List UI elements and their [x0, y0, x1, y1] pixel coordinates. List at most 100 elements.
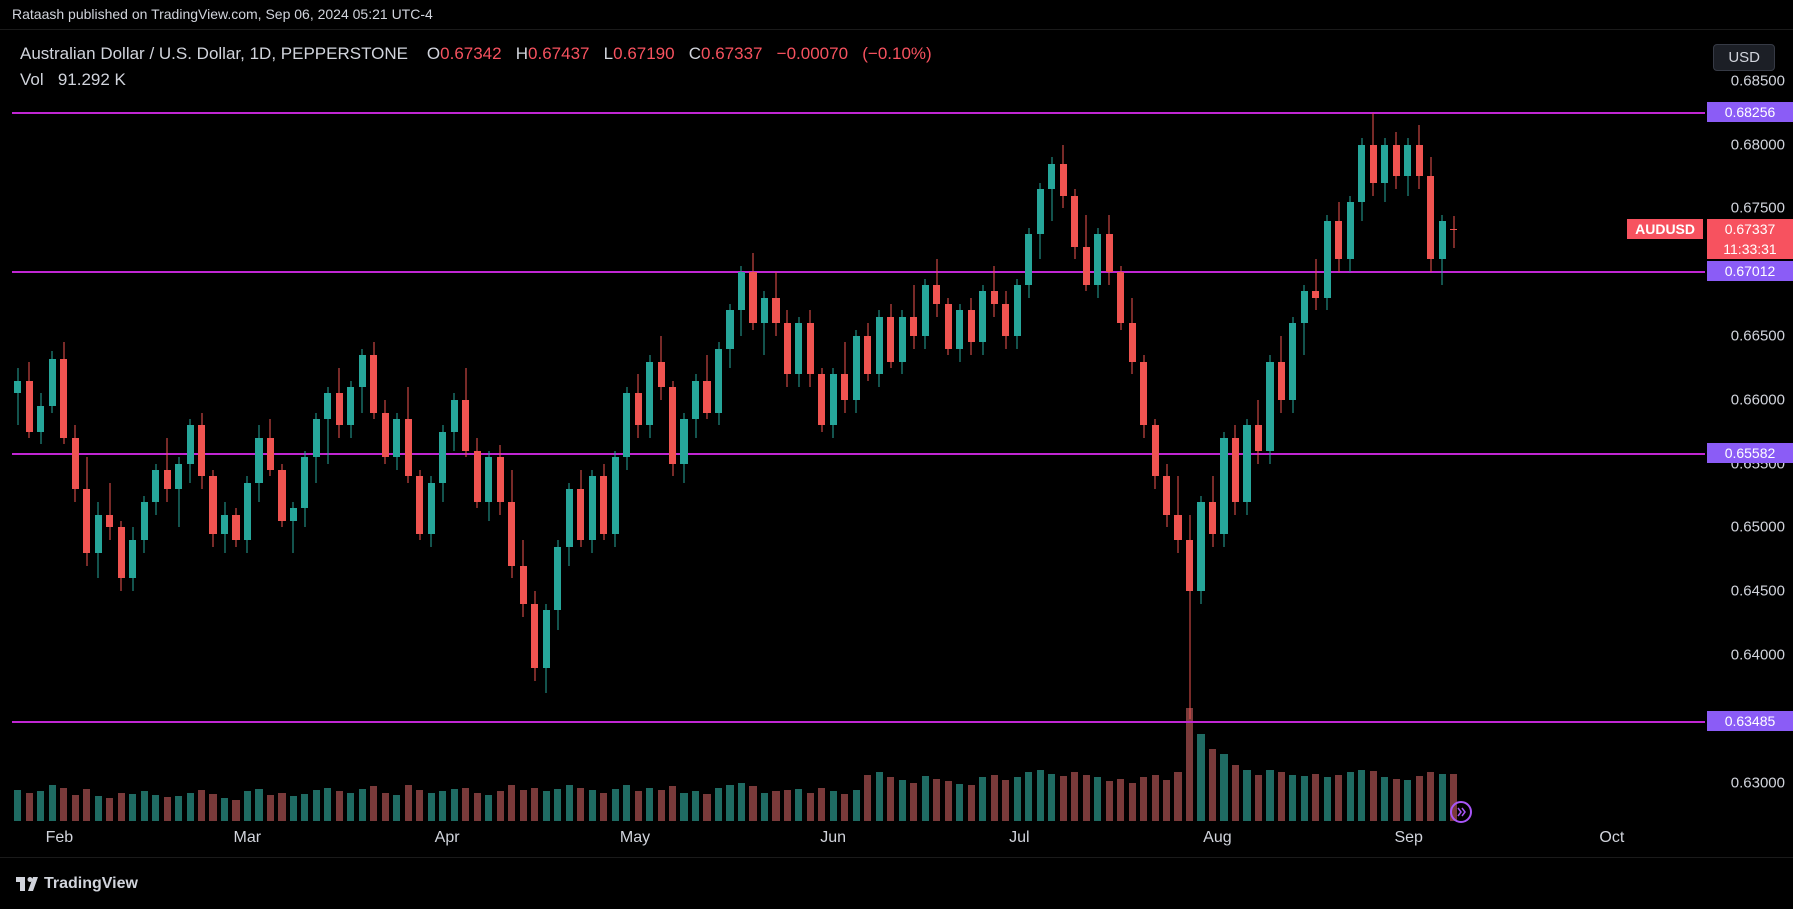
volume-bar: [267, 795, 274, 821]
candle: [956, 304, 963, 361]
volume-bar: [232, 800, 239, 821]
x-axis-tick: Mar: [234, 829, 262, 847]
candle: [26, 362, 33, 439]
publish-header: Rataash published on TradingView.com, Se…: [0, 0, 1793, 30]
y-axis-tick: 0.68500: [1731, 72, 1785, 89]
volume-bar: [1209, 749, 1216, 821]
volume-bar: [72, 795, 79, 821]
x-axis-tick: Apr: [435, 829, 460, 847]
candle: [1312, 259, 1319, 310]
candle: [830, 368, 837, 438]
volume-bar: [1048, 774, 1055, 821]
volume-bar: [451, 789, 458, 821]
volume-bar: [1220, 754, 1227, 821]
goto-date-icon[interactable]: [1450, 801, 1472, 823]
x-axis[interactable]: FebMarAprMayJunJulAugSepOct: [12, 821, 1705, 857]
candle: [72, 425, 79, 502]
horizontal-line[interactable]: [12, 271, 1705, 273]
candle: [1060, 145, 1067, 209]
hline-price-flag: 0.65582: [1707, 443, 1793, 463]
candle: [118, 521, 125, 591]
volume-bar: [979, 777, 986, 821]
volume-bar: [1152, 775, 1159, 821]
candle: [1427, 157, 1434, 272]
volume-bar: [715, 788, 722, 821]
candle: [876, 310, 883, 387]
candle: [1025, 228, 1032, 298]
candle: [979, 285, 986, 355]
candle: [726, 304, 733, 368]
volume-bar: [531, 788, 538, 821]
volume-bar: [749, 786, 756, 821]
y-axis[interactable]: 0.685000.680000.675000.670000.665000.660…: [1705, 68, 1793, 821]
candle: [945, 298, 952, 355]
candle: [1393, 132, 1400, 189]
volume-bar: [290, 796, 297, 821]
candle: [853, 330, 860, 413]
volume-bar: [841, 794, 848, 821]
volume-bar: [508, 785, 515, 821]
volume-bar: [635, 791, 642, 821]
candle: [359, 349, 366, 413]
candle: [1094, 228, 1101, 298]
candle: [899, 310, 906, 374]
candle: [255, 425, 262, 502]
volume-bar: [474, 793, 481, 821]
publish-text: Rataash published on TradingView.com, Se…: [12, 6, 433, 22]
volume-bar: [910, 783, 917, 822]
candle: [807, 310, 814, 387]
candle: [428, 476, 435, 546]
candle: [1220, 432, 1227, 547]
candle: [175, 457, 182, 527]
volume-bar: [1439, 774, 1446, 821]
ohlc-l-value: 0.67190: [613, 44, 674, 63]
candle: [991, 266, 998, 317]
candle: [818, 368, 825, 432]
volume-bar: [669, 786, 676, 821]
volume-bar: [738, 783, 745, 822]
horizontal-line[interactable]: [12, 721, 1705, 723]
footer-brand: TradingView: [44, 875, 138, 893]
candle: [1255, 400, 1262, 464]
volume-bar: [1278, 772, 1285, 821]
candle: [1266, 355, 1273, 463]
volume-bar: [370, 786, 377, 821]
candle: [566, 483, 573, 566]
candle: [772, 272, 779, 336]
candle: [1358, 138, 1365, 221]
plot-area[interactable]: [12, 68, 1705, 821]
volume-bar: [658, 790, 665, 821]
candle: [1083, 215, 1090, 292]
candle: [1450, 216, 1457, 248]
volume-bar: [830, 791, 837, 821]
volume-bar: [1071, 772, 1078, 821]
candle: [1232, 425, 1239, 514]
ohlc-h-value: 0.67437: [528, 44, 589, 63]
volume-bar: [772, 791, 779, 821]
candle: [922, 279, 929, 349]
volume-bar: [1037, 770, 1044, 821]
horizontal-line[interactable]: [12, 112, 1705, 114]
candle: [1140, 355, 1147, 438]
candle: [278, 464, 285, 528]
volume-bar: [1243, 770, 1250, 821]
candle: [1370, 113, 1377, 196]
x-axis-tick: Feb: [46, 829, 74, 847]
volume-bar: [646, 788, 653, 821]
candle: [198, 413, 205, 490]
currency-button[interactable]: USD: [1713, 44, 1775, 71]
volume-bar: [1129, 783, 1136, 822]
tradingview-logo: TradingView: [16, 875, 138, 893]
volume-bar: [1358, 770, 1365, 821]
candle: [416, 470, 423, 540]
candle: [692, 374, 699, 438]
volume-bar: [1416, 776, 1423, 821]
candle: [887, 304, 894, 368]
volume-bar: [141, 791, 148, 821]
change-pct: (−0.10%): [862, 44, 931, 63]
candle: [680, 413, 687, 483]
candle: [612, 451, 619, 547]
candle: [1197, 496, 1204, 604]
volume-bar: [876, 772, 883, 821]
candle: [1243, 419, 1250, 515]
